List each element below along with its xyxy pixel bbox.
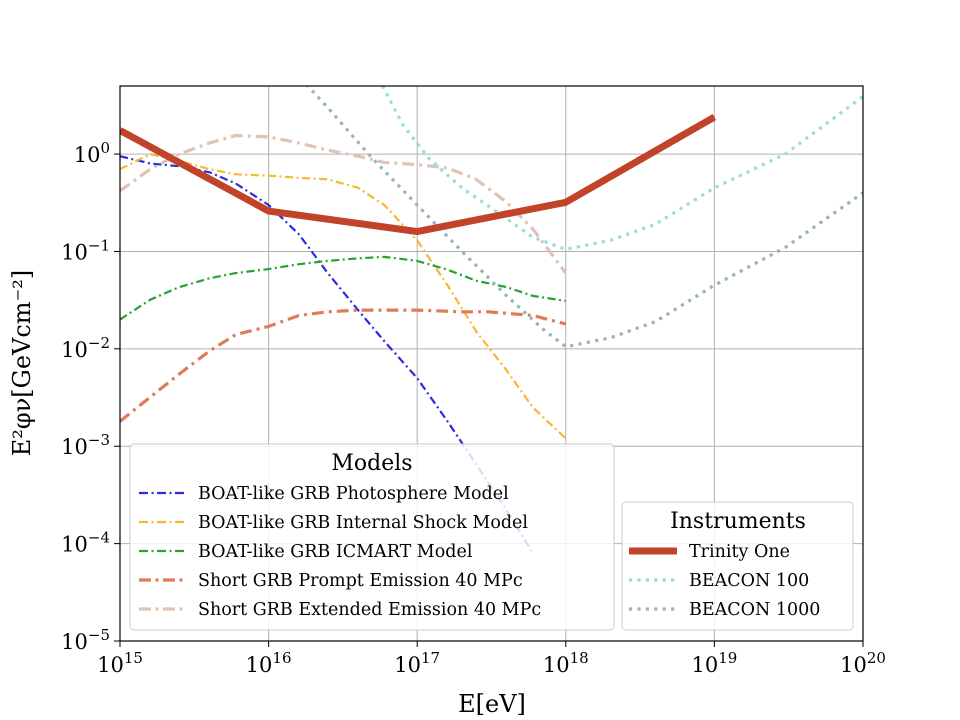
legend-label-photosphere: BOAT-like GRB Photosphere Model	[198, 484, 509, 504]
y-axis-label: E²φν[GeVcm⁻²]	[8, 270, 36, 456]
series-short-grb-prompt-emission-40-mpc-line	[120, 308, 567, 423]
legend-instruments-title: Instruments	[670, 509, 806, 534]
x-tick-label: 1016	[246, 649, 292, 677]
series-short-grb-extended-emission-40-mpc-line	[120, 133, 568, 275]
x-tick-label: 1015	[97, 649, 143, 677]
y-tick-label: 10−2	[61, 334, 110, 362]
legend-label-icmart: BOAT-like GRB ICMART Model	[198, 542, 473, 562]
series-beacon-1000-line	[305, 86, 863, 349]
legend-label-beacon-100: BEACON 100	[689, 571, 809, 591]
legend-label-trinity-one: Trinity One	[689, 542, 790, 562]
series-boat-like-grb-internal-shock-model-line	[120, 152, 567, 440]
x-axis-label: E[eV]	[458, 690, 526, 718]
x-tick-label: 1020	[840, 649, 886, 677]
y-tick-label: 10−3	[61, 431, 110, 459]
series-layer	[120, 86, 863, 554]
legend-label-beacon-1000: BEACON 1000	[689, 600, 820, 620]
legend-label-extended-emission: Short GRB Extended Emission 40 MPc	[198, 600, 541, 620]
legend-models-box	[129, 443, 615, 631]
y-tick-label: 10−4	[61, 529, 110, 557]
legend-label-prompt-emission: Short GRB Prompt Emission 40 MPc	[198, 571, 523, 591]
legend-instruments: Instruments Trinity One BEACON 100 BEACO…	[621, 501, 854, 631]
x-tick-label: 1017	[394, 649, 440, 677]
axis-ticks: 1015 1016 1017 1018 1019 1020 10−5 10−4 10−3 10−2…	[61, 139, 886, 677]
series-trinity-one-line	[120, 114, 717, 236]
legend-models: Models BOAT-like GRB Photosphere Model B…	[129, 443, 615, 631]
legend-models-title: Models	[331, 451, 412, 476]
legend-instruments-box	[621, 501, 854, 631]
plot-frame	[119, 85, 864, 642]
x-tick-label: 1018	[543, 649, 589, 677]
y-tick-label: 100	[74, 139, 110, 167]
y-tick-label: 10−5	[61, 626, 110, 654]
x-tick-label: 1019	[691, 649, 737, 677]
y-tick-label: 10−1	[61, 236, 110, 264]
series-beacon-100-line	[380, 86, 863, 251]
legend-label-internal-shock: BOAT-like GRB Internal Shock Model	[198, 513, 528, 533]
series-boat-like-grb-icmart-model-line	[120, 255, 566, 321]
